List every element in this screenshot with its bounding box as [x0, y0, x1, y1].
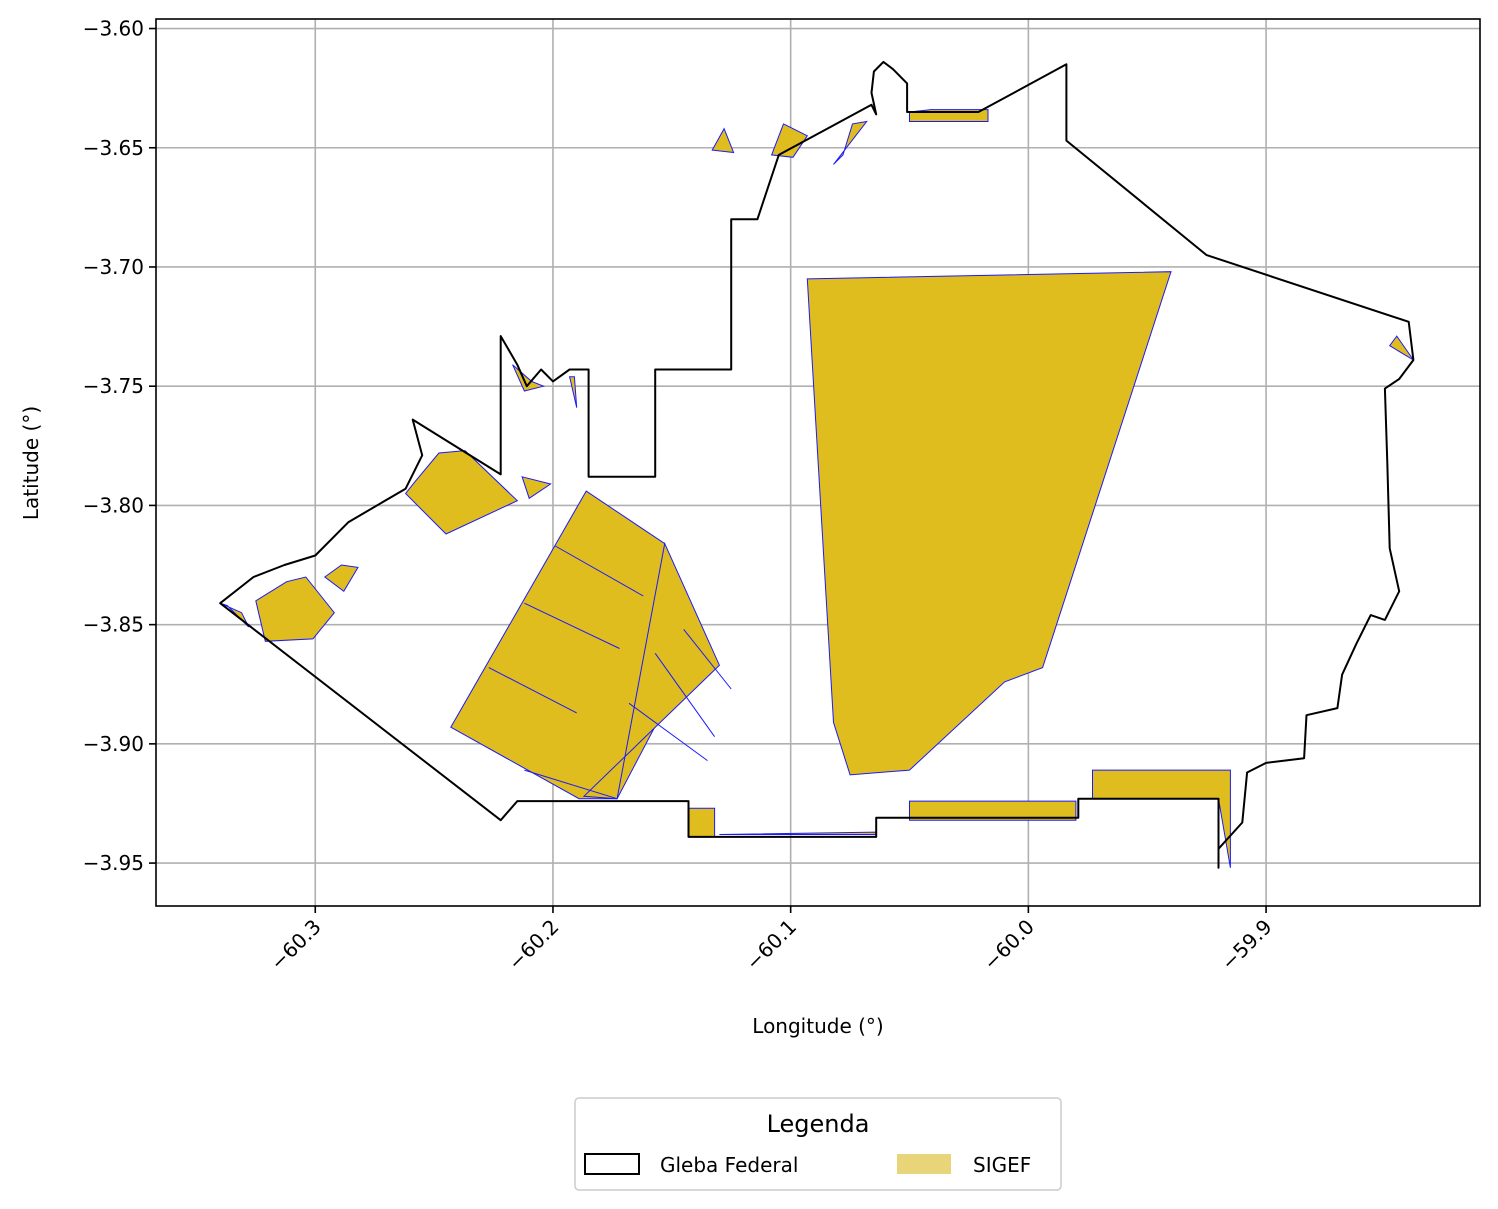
- y-axis-ticks: −3.60 −3.65 −3.70 −3.75 −3.80 −3.85 −3.90 −3.95: [83, 17, 156, 875]
- legend: Legenda Gleba Federal SIGEF: [574, 1097, 1062, 1191]
- y-tick-label: −3.75: [83, 374, 144, 398]
- y-tick-label: −3.85: [83, 613, 144, 637]
- sigef-parcel: [1388, 335, 1414, 361]
- y-tick-label: −3.60: [83, 17, 144, 41]
- sigef-parcel: [323, 564, 359, 593]
- sigef-division-line: [555, 545, 644, 597]
- plot-frame: [155, 18, 1481, 907]
- legend-label-gleba: Gleba Federal: [660, 1153, 798, 1177]
- sigef-internal-lines: [488, 545, 732, 800]
- sigef-parcel: [521, 476, 552, 500]
- y-tick-label: −3.80: [83, 493, 144, 517]
- sigef-division-line: [683, 629, 732, 690]
- sigef-parcel: [404, 450, 519, 535]
- sigef-parcel: [512, 364, 546, 392]
- sigef-parcel: [806, 271, 1172, 776]
- y-tick-label: −3.70: [83, 255, 144, 279]
- sigef-parcel: [582, 541, 721, 800]
- sigef-parcel: [219, 602, 250, 628]
- legend-title: Legenda: [767, 1110, 870, 1138]
- sigef-division-line: [488, 667, 577, 714]
- legend-swatch-sigef: [897, 1154, 951, 1174]
- sigef-division-line: [654, 653, 716, 737]
- sigef-parcel: [688, 807, 716, 838]
- sigef-parcel: [711, 127, 735, 154]
- y-tick-label: −3.95: [83, 851, 144, 875]
- sigef-division-line: [524, 769, 618, 800]
- sigef-division-line: [524, 602, 620, 649]
- grid-lines: [156, 19, 1480, 906]
- sigef-division-line: [628, 702, 708, 762]
- x-axis-title: Longitude (°): [752, 1014, 883, 1038]
- sigef-parcel: [909, 800, 1077, 821]
- legend-swatch-gleba: [584, 1153, 640, 1175]
- gleba-federal-boundary: [219, 60, 1415, 869]
- y-tick-label: −3.90: [83, 732, 144, 756]
- sigef-parcel: [255, 576, 335, 642]
- sigef-parcel: [833, 120, 868, 165]
- gleba-federal-polygon: [219, 60, 1415, 869]
- sigef-parcels: [219, 109, 1414, 868]
- y-tick-label: −3.65: [83, 136, 144, 160]
- sigef-parcel: [1092, 769, 1231, 868]
- y-axis-title: Latitude (°): [19, 406, 43, 520]
- legend-label-sigef: SIGEF: [973, 1153, 1031, 1177]
- sigef-parcel: [770, 123, 809, 158]
- sigef-parcel: [568, 376, 578, 408]
